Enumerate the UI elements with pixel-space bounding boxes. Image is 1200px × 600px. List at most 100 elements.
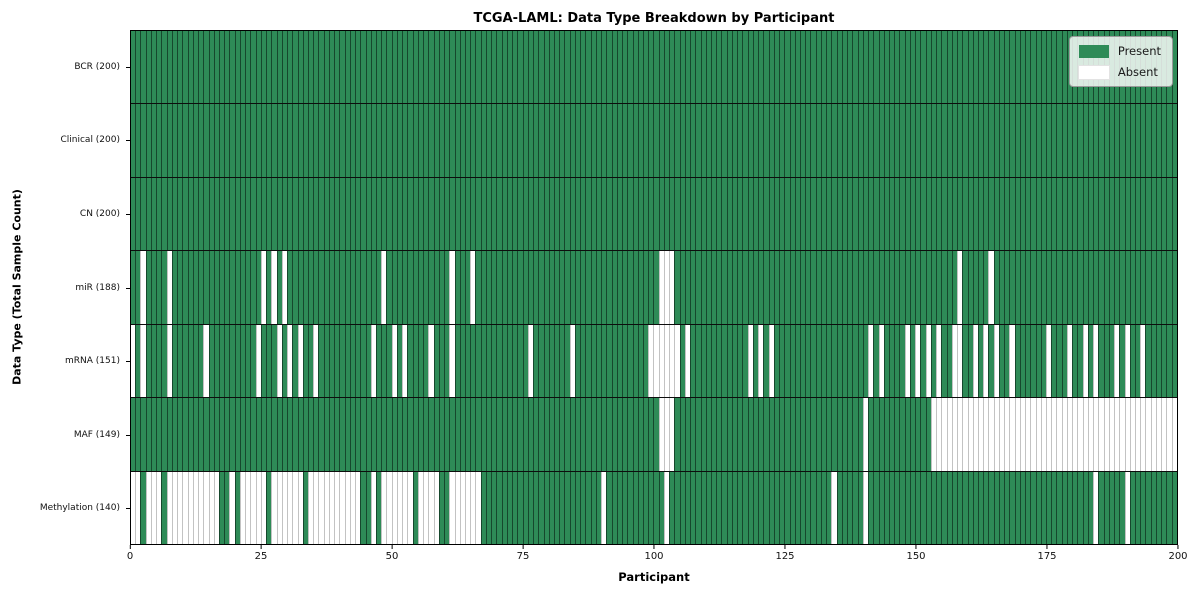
cell-Clinical-137	[847, 104, 853, 177]
cell-BCR-158	[957, 31, 963, 104]
cell-BCR-117	[742, 31, 748, 104]
cell-Clinical-22	[245, 104, 251, 177]
cell-miR-165	[993, 251, 999, 324]
cell-mRNA-174	[1040, 324, 1047, 398]
cell-mRNA-171	[1025, 324, 1031, 398]
cell-Clinical-193	[1140, 104, 1146, 177]
cell-mRNA-42	[349, 324, 356, 398]
cell-Methylation-97	[637, 471, 643, 544]
y-tick-miR: miR (188)	[0, 251, 130, 325]
cell-MAF-162	[977, 398, 984, 471]
cell-Methylation-162	[977, 471, 984, 544]
x-tick-mark	[653, 545, 655, 549]
cell-Methylation-153	[930, 471, 937, 544]
cell-mRNA-29	[281, 324, 288, 398]
cell-mRNA-9	[177, 324, 183, 398]
cell-miR-30	[287, 251, 293, 324]
cell-miR-31	[292, 251, 298, 324]
cell-miR-52	[402, 251, 408, 324]
cell-Methylation-100	[653, 471, 659, 544]
cell-miR-187	[1108, 251, 1115, 324]
cell-BCR-26	[266, 31, 272, 104]
cell-CN-121	[763, 177, 769, 251]
cell-Methylation-96	[632, 471, 638, 544]
cell-miR-79	[543, 251, 549, 324]
x-tick-label: 175	[1037, 551, 1057, 562]
cell-CN-54	[412, 177, 418, 251]
cell-Clinical-31	[292, 104, 298, 177]
cell-Methylation-7	[166, 471, 172, 544]
cell-miR-145	[888, 251, 895, 324]
cell-Methylation-147	[899, 471, 905, 544]
cell-Methylation-40	[339, 471, 345, 544]
cell-Methylation-181	[1077, 471, 1083, 544]
cell-CN-168	[1009, 177, 1015, 251]
cell-MAF-180	[1072, 398, 1078, 471]
cell-BCR-33	[302, 31, 308, 104]
cell-mRNA-127	[794, 324, 800, 398]
cell-Clinical-21	[239, 104, 246, 177]
cell-miR-108	[695, 251, 701, 324]
cell-CN-81	[553, 177, 560, 251]
cell-miR-167	[1004, 251, 1010, 324]
cell-MAF-188	[1114, 398, 1120, 471]
cell-CN-177	[1056, 177, 1062, 251]
cell-MAF-92	[611, 398, 617, 471]
cell-miR-41	[344, 251, 350, 324]
cell-miR-48	[381, 251, 387, 324]
cell-MAF-196	[1155, 398, 1162, 471]
cell-Clinical-104	[674, 104, 680, 177]
cell-CN-4	[150, 177, 157, 251]
cell-Methylation-18	[224, 471, 230, 544]
cell-CN-108	[695, 177, 701, 251]
cell-CN-50	[391, 177, 397, 251]
cell-mRNA-123	[773, 324, 780, 398]
cell-MAF-17	[218, 398, 225, 471]
cell-MAF-51	[396, 398, 403, 471]
y-tick-label-CN: CN (200)	[79, 208, 120, 219]
cell-CN-26	[266, 177, 272, 251]
cell-BCR-93	[616, 31, 623, 104]
cell-MAF-82	[559, 398, 565, 471]
cell-mRNA-65	[470, 324, 476, 398]
cell-CN-40	[339, 177, 345, 251]
cell-Methylation-56	[423, 471, 429, 544]
cell-Clinical-190	[1124, 104, 1130, 177]
cell-Methylation-4	[150, 471, 157, 544]
cell-miR-45	[365, 251, 371, 324]
cell-Clinical-59	[438, 104, 445, 177]
cell-miR-173	[1035, 251, 1041, 324]
cell-Clinical-176	[1051, 104, 1057, 177]
cell-Clinical-23	[250, 104, 256, 177]
cell-mRNA-192	[1135, 324, 1141, 398]
cell-miR-115	[731, 251, 738, 324]
cell-mRNA-86	[580, 324, 586, 398]
cell-MAF-84	[569, 398, 575, 471]
cell-BCR-29	[281, 31, 288, 104]
cell-miR-154	[936, 251, 942, 324]
cell-BCR-5	[156, 31, 162, 104]
cell-mRNA-49	[386, 324, 392, 398]
cell-Methylation-103	[669, 471, 675, 544]
y-tick-label-Clinical: Clinical (200)	[60, 135, 120, 146]
cell-CN-97	[637, 177, 643, 251]
cell-mRNA-154	[936, 324, 942, 398]
cell-miR-112	[716, 251, 722, 324]
cell-Methylation-28	[276, 471, 282, 544]
cell-Methylation-47	[376, 471, 382, 544]
cell-Clinical-183	[1087, 104, 1094, 177]
cell-mRNA-52	[402, 324, 408, 398]
cell-miR-156	[946, 251, 952, 324]
cell-Clinical-86	[580, 104, 586, 177]
cell-miR-170	[1019, 251, 1026, 324]
cell-miR-183	[1087, 251, 1094, 324]
cell-miR-69	[491, 251, 497, 324]
cell-mRNA-152	[925, 324, 931, 398]
cell-MAF-86	[580, 398, 586, 471]
cell-mRNA-176	[1051, 324, 1057, 398]
cell-mRNA-182	[1082, 324, 1088, 398]
cell-CN-183	[1087, 177, 1094, 251]
cell-Clinical-196	[1155, 104, 1162, 177]
cell-mRNA-164	[988, 324, 994, 398]
x-tick-100: 100	[644, 545, 664, 562]
